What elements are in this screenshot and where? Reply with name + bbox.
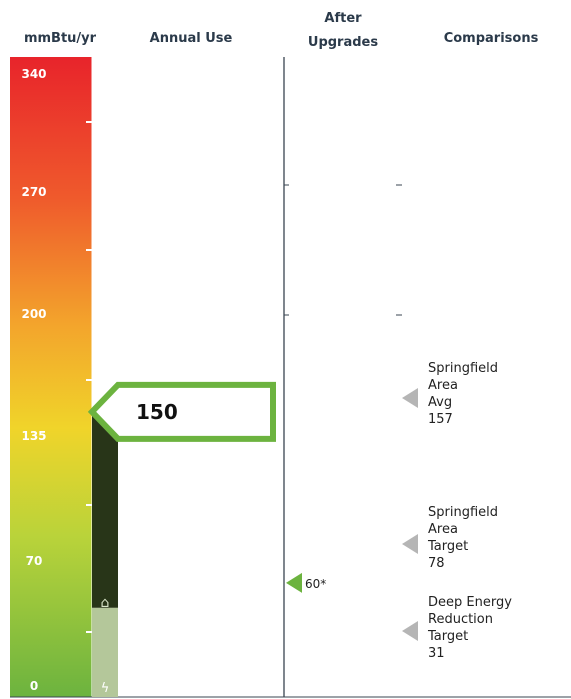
comparison-label-line: 31 [428, 646, 445, 661]
scale-tick-label: 200 [21, 307, 46, 321]
scale-ticks: 340 270 200 135 70 0 [21, 67, 46, 693]
comparison-label: Springfield Area Target 78 [427, 505, 498, 571]
comparison-label-line: Deep Energy [428, 595, 512, 610]
comparison-label-line: Target [427, 539, 468, 554]
comparison-label-line: 157 [428, 412, 453, 427]
comparison-label-line: Area [428, 378, 458, 393]
comparison-label-line: Springfield [428, 361, 498, 376]
annual-use-group: 150 ⌂ ϟ [87, 381, 276, 697]
annual-use-bar [92, 411, 118, 608]
scale-tick-label: 270 [21, 185, 46, 199]
comparison-marker [402, 534, 418, 554]
comparison-label-line: Target [427, 629, 468, 644]
scale-bar [10, 57, 92, 697]
scale-tick-label: 70 [26, 554, 43, 568]
comparison-marker [402, 621, 418, 641]
comparison-label-line: Reduction [428, 612, 493, 627]
comparisons-group: Springfield Area Avg 157 Springfield Area Targ… [402, 361, 512, 661]
header-scale: mmBtu/yr [24, 31, 97, 46]
after-upgrades-group: 60* [286, 572, 326, 593]
annual-use-callout [87, 381, 276, 442]
header-comparisons: Comparisons [444, 31, 539, 46]
lightning-icon: ϟ [101, 681, 110, 696]
comparison-label: Deep Energy Reduction Target 31 [427, 595, 512, 661]
scale-tick-label: 340 [21, 67, 46, 81]
annual-use-value: 150 [136, 400, 178, 424]
comparison-label-line: Area [428, 522, 458, 537]
scale-tick-label: 135 [21, 429, 46, 443]
header-after-upgrades-line2: Upgrades [308, 35, 378, 50]
comparison-label: Springfield Area Avg 157 [428, 361, 498, 427]
header-after-upgrades-line1: After [324, 11, 362, 26]
after-upgrades-value: 60* [305, 577, 326, 591]
comparison-label-line: Springfield [428, 505, 498, 520]
comparison-marker [402, 388, 418, 408]
comparison-label-line: Avg [428, 395, 452, 410]
minor-ticks [86, 121, 402, 633]
header-annual-use: Annual Use [150, 31, 233, 46]
after-upgrades-marker [286, 572, 302, 593]
house-icon: ⌂ [101, 595, 110, 611]
reduction-segment [92, 607, 118, 697]
scale-tick-label: 0 [30, 679, 38, 693]
comparison-label-line: 78 [428, 556, 445, 571]
